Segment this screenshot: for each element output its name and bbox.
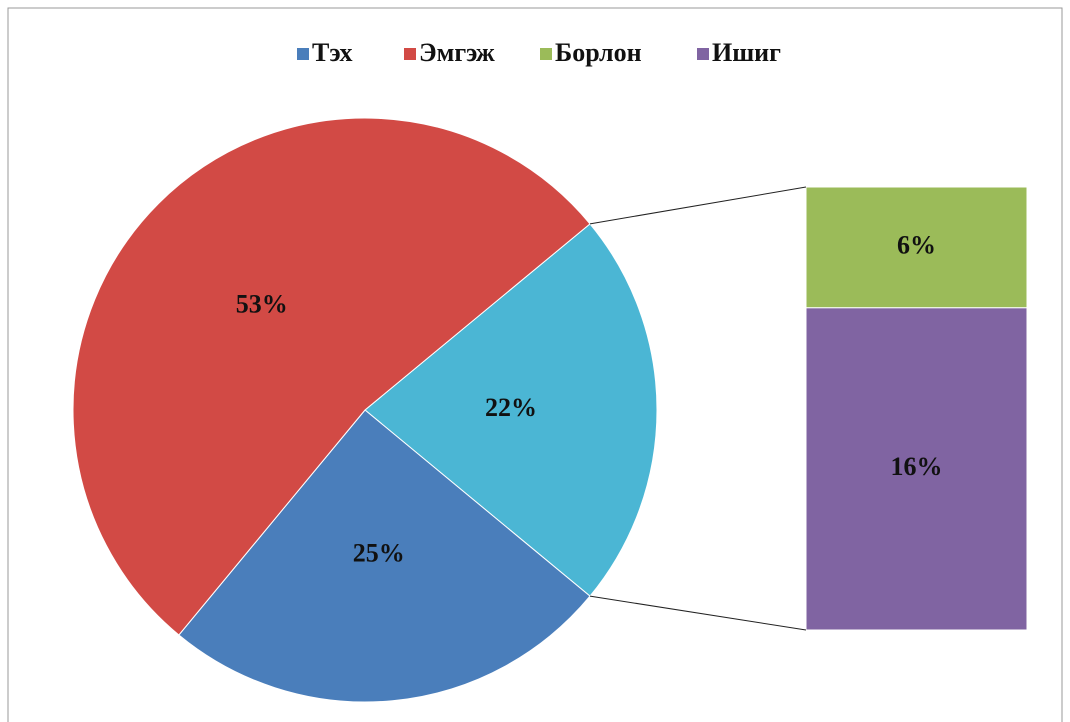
- pie-slice: [364, 223, 658, 597]
- legend-label: Борлон: [555, 38, 642, 67]
- bar-segment: [805, 307, 1028, 631]
- data-label: 6%: [897, 230, 936, 259]
- data-label: 53%: [236, 290, 288, 319]
- legend-marker: [540, 48, 552, 60]
- legend-marker: [404, 48, 416, 60]
- legend-label: Тэх: [312, 38, 353, 67]
- legend-label: Эмгэж: [419, 38, 495, 67]
- connector: [589, 186, 807, 225]
- pie-slice: [72, 117, 591, 636]
- data-label: 22%: [485, 393, 537, 422]
- pie-slice: [178, 409, 591, 703]
- bar-segment: [805, 186, 1028, 309]
- legend-marker: [297, 48, 309, 60]
- legend-marker: [697, 48, 709, 60]
- connector: [589, 595, 807, 631]
- legend-label: Ишиг: [712, 38, 781, 67]
- data-label: 16%: [891, 452, 943, 481]
- data-label: 25%: [353, 538, 405, 567]
